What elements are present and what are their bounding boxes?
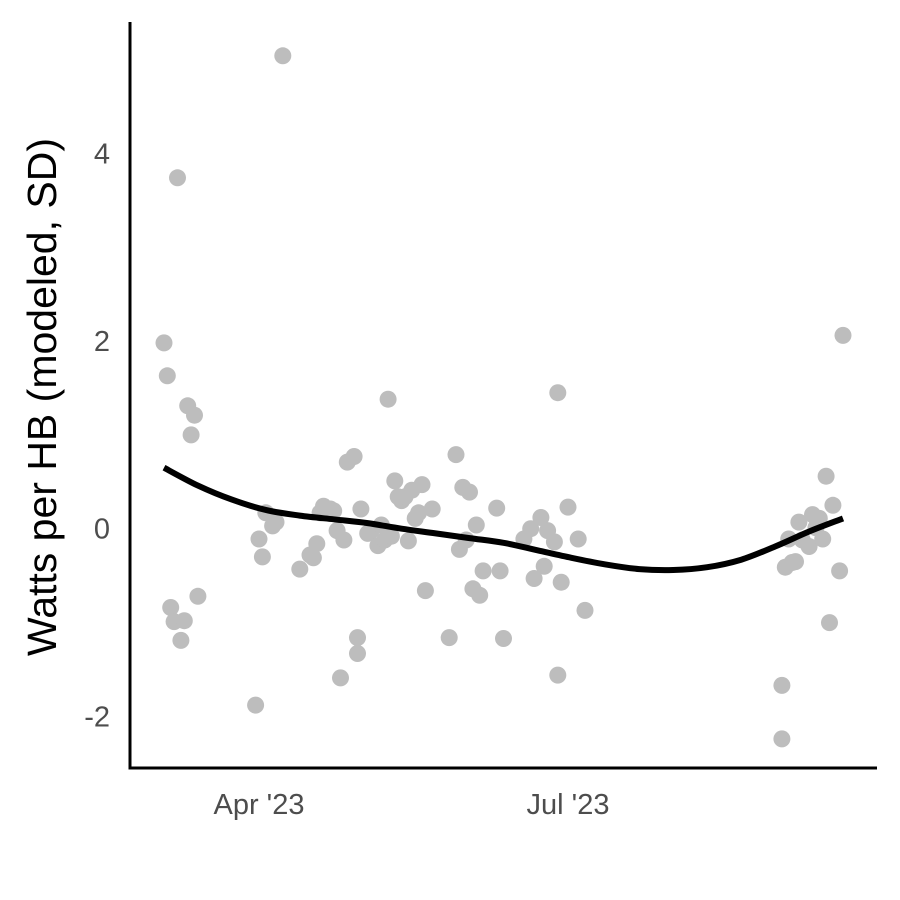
- data-point: [335, 531, 353, 549]
- data-point: [267, 513, 285, 531]
- data-point: [545, 533, 563, 551]
- data-point: [814, 530, 832, 548]
- axes-layer: [128, 22, 877, 770]
- y-tick-label: 4: [94, 138, 110, 170]
- data-point: [471, 586, 489, 604]
- data-point: [247, 696, 265, 714]
- data-point: [535, 557, 553, 575]
- x-tick-label: Jul '23: [527, 789, 610, 821]
- data-point: [158, 367, 176, 385]
- data-point: [399, 532, 417, 550]
- data-point: [423, 500, 441, 518]
- data-point: [488, 499, 506, 517]
- data-point: [352, 500, 370, 518]
- data-point: [549, 384, 567, 402]
- data-point: [410, 504, 428, 522]
- data-point: [379, 390, 397, 408]
- data-point: [332, 669, 349, 687]
- data-point: [189, 587, 207, 605]
- data-point: [831, 562, 849, 580]
- data-point: [250, 530, 268, 548]
- data-point: [345, 448, 363, 465]
- data-point: [834, 326, 852, 344]
- y-tick-label: 2: [94, 326, 110, 358]
- data-point: [386, 472, 404, 490]
- y-axis-title: Watts per HB (modeled, SD): [19, 138, 65, 656]
- data-point: [549, 666, 567, 684]
- data-point: [253, 548, 271, 566]
- data-point: [172, 631, 190, 649]
- data-point: [495, 630, 512, 647]
- points-layer: [155, 47, 852, 748]
- data-point: [175, 612, 193, 630]
- data-point: [349, 645, 366, 662]
- data-point: [552, 573, 570, 591]
- data-point: [416, 582, 434, 600]
- data-point: [440, 629, 458, 647]
- data-point: [186, 406, 203, 424]
- data-point: [800, 538, 818, 555]
- y-tick-label: -2: [84, 701, 110, 733]
- data-point: [773, 676, 791, 694]
- x-tick-labels: Apr '23 Jul '23: [214, 789, 610, 821]
- data-point: [474, 562, 492, 580]
- data-point: [291, 560, 309, 578]
- smooth-trend-line: [162, 465, 845, 574]
- data-point: [787, 553, 804, 571]
- data-point: [274, 47, 292, 65]
- data-point: [461, 483, 478, 501]
- data-point: [491, 562, 509, 580]
- y-tick-label: 0: [94, 514, 110, 546]
- y-tick-labels: 4 2 0 -2: [84, 138, 110, 733]
- data-point: [382, 527, 400, 545]
- data-point: [308, 535, 326, 553]
- data-point: [525, 570, 543, 587]
- data-point: [447, 446, 465, 464]
- data-point: [824, 496, 842, 514]
- data-point: [325, 502, 343, 520]
- data-point: [413, 476, 431, 494]
- data-point: [790, 513, 808, 531]
- data-point: [304, 549, 322, 567]
- data-point: [773, 730, 791, 748]
- data-point: [569, 530, 587, 548]
- data-point: [182, 426, 200, 444]
- x-tick-label: Apr '23: [214, 789, 305, 821]
- data-point: [162, 599, 180, 616]
- data-point: [349, 629, 366, 647]
- data-point: [169, 169, 186, 187]
- data-point: [817, 467, 835, 485]
- data-point: [532, 509, 550, 526]
- smooth-line-layer: [162, 465, 845, 574]
- data-point: [155, 334, 173, 352]
- data-point: [522, 520, 540, 538]
- data-point: [821, 614, 838, 632]
- data-point: [576, 601, 594, 619]
- data-point: [559, 498, 577, 516]
- data-point: [467, 516, 485, 534]
